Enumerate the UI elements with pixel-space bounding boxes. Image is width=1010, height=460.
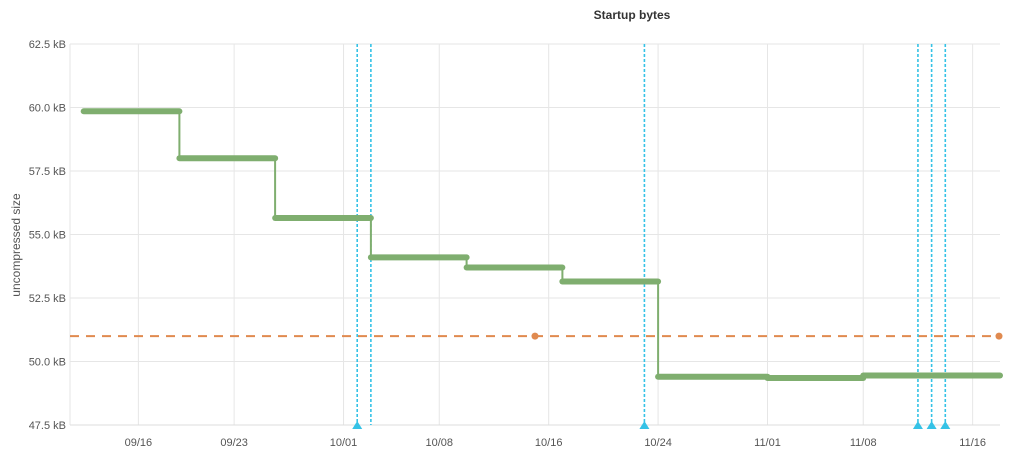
y-tick-label: 57.5 kB	[29, 166, 66, 178]
y-axis-ticks: 47.5 kB 50.0 kB 52.5 kB 55.0 kB 57.5 kB 60.0 …	[29, 39, 66, 432]
y-tick-label: 50.0 kB	[29, 357, 66, 369]
grid	[69, 43, 1000, 426]
annotation-marker	[940, 421, 951, 429]
x-tick-label: 11/01	[754, 437, 781, 449]
baseline-point	[531, 332, 539, 340]
y-tick-label: 47.5 kB	[29, 420, 66, 432]
x-axis-ticks: 09/16 09/23 10/01 10/08 10/16 10/24 11/01 11/08…	[125, 437, 986, 449]
y-tick-label: 60.0 kB	[29, 103, 66, 115]
x-tick-label: 09/23	[220, 437, 248, 449]
annotation-marker	[926, 421, 937, 429]
x-tick-label: 10/24	[644, 437, 672, 449]
x-tick-label: 10/16	[535, 437, 563, 449]
annotation-marker	[639, 421, 650, 429]
x-tick-label: 11/16	[959, 437, 986, 449]
annotation-marker	[352, 421, 363, 429]
x-tick-label: 09/16	[125, 437, 153, 449]
size-step-line	[83, 110, 1000, 379]
size-series	[80, 108, 1003, 382]
y-tick-label: 52.5 kB	[29, 293, 66, 305]
y-axis-label: uncompressed size	[9, 193, 23, 297]
x-tick-label: 11/08	[850, 437, 877, 449]
baseline-point	[995, 332, 1003, 340]
chart-title: Startup bytes	[594, 8, 671, 22]
x-tick-label: 10/08	[425, 437, 453, 449]
baseline-series	[70, 332, 1003, 340]
y-tick-label: 62.5 kB	[29, 39, 66, 51]
y-tick-label: 55.0 kB	[29, 230, 66, 242]
annotation-markers	[352, 421, 951, 429]
annotation-marker	[912, 421, 923, 429]
x-tick-label: 10/01	[330, 437, 358, 449]
